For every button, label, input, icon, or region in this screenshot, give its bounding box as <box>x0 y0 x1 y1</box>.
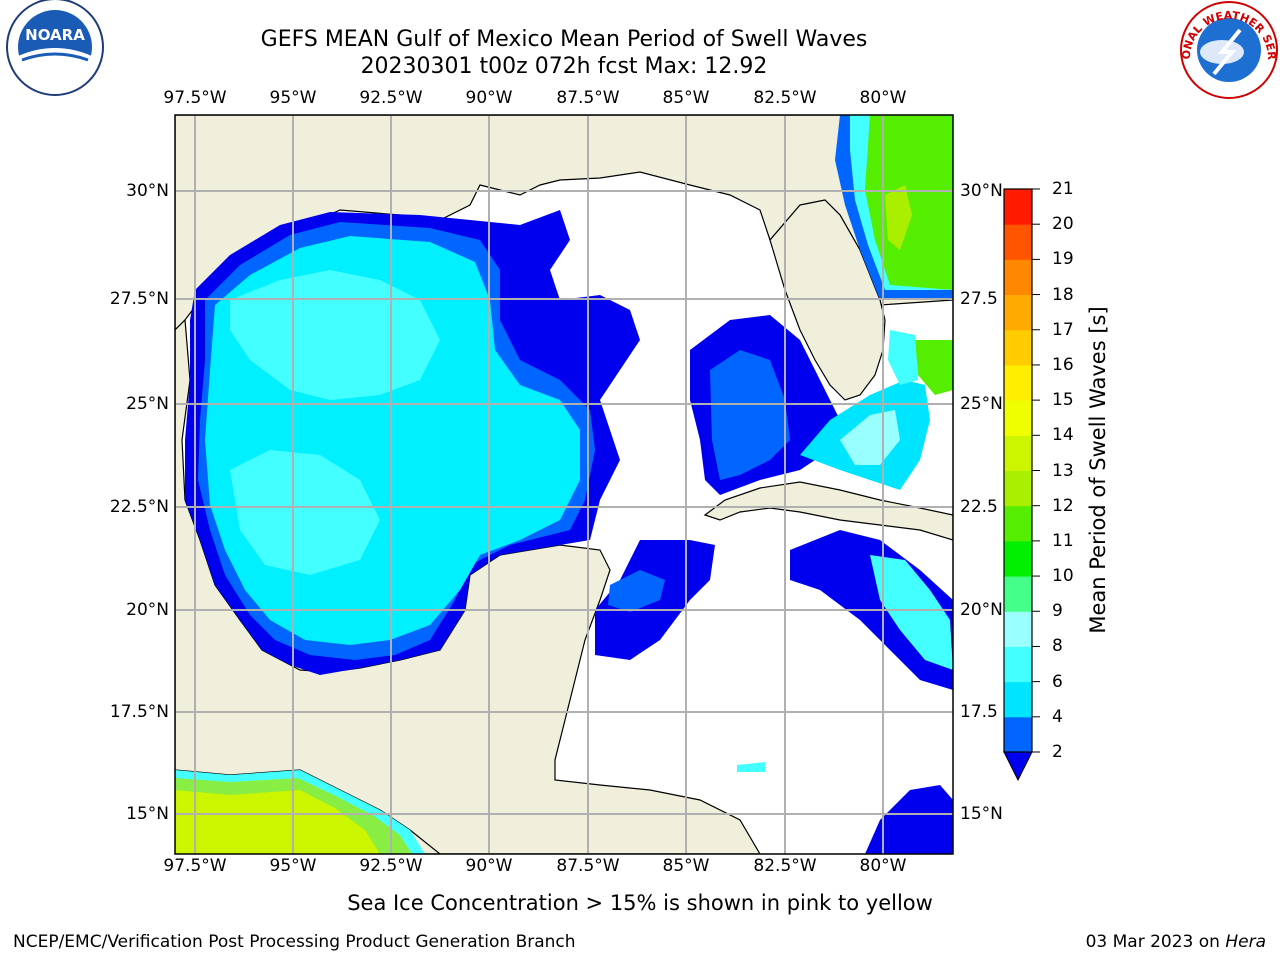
lon-tick-top: 90°W <box>465 88 513 108</box>
lon-tick-top: 82.5°W <box>753 88 817 108</box>
swell-contour-6-8 <box>230 270 440 400</box>
colorbar <box>1003 188 1040 782</box>
lat-tick-right: 15°N <box>960 804 1003 824</box>
lon-tick-top: 80°W <box>859 88 907 108</box>
colorbar-segment <box>1004 681 1032 718</box>
swell-contour-straits-light <box>840 410 900 465</box>
lon-tick-bottom: 90°W <box>465 856 513 876</box>
footer-credit: NCEP/EMC/Verification Post Processing Pr… <box>13 932 576 952</box>
lat-tick-right: 27.5 <box>960 289 998 309</box>
chart-subtitle: 20230301 t00z 072h fcst Max: 12.92 <box>360 54 768 79</box>
nws-logo-text: NATIONAL WEATHER SERVICE <box>0 0 1278 61</box>
swell-contour-pacific-yellow <box>175 790 380 854</box>
colorbar-tick-label: 19 <box>1052 249 1074 270</box>
swell-contour-caribbean-small <box>737 762 765 772</box>
swell-contour-bahamas-cyan <box>888 330 918 385</box>
colorbar-tick-label: 21 <box>1052 179 1074 199</box>
swell-contour-bahamas <box>915 340 953 395</box>
colorbar-segment <box>1004 189 1032 225</box>
lat-tick-left: 27.5°N <box>109 289 169 309</box>
swell-contour-under-south <box>865 785 953 854</box>
colorbar-segment <box>1004 329 1032 366</box>
colorbar-segment <box>1004 364 1032 401</box>
lon-tick-bottom: 80°W <box>859 856 907 876</box>
lat-tick-left: 30°N <box>126 181 169 201</box>
lat-tick-left: 22.5°N <box>109 497 169 517</box>
nws-logo: NATIONAL WEATHER SERVICE <box>0 0 1278 99</box>
colorbar-tick-label: 16 <box>1052 354 1074 375</box>
colorbar-segment <box>1004 716 1032 753</box>
lon-tick-bottom: 97.5°W <box>163 856 227 876</box>
lon-tick-bottom: 82.5°W <box>753 856 817 876</box>
lon-tick-top: 87.5°W <box>556 88 620 108</box>
colorbar-tick-label: 2 <box>1052 742 1063 762</box>
lon-tick-bottom: 92.5°W <box>359 856 423 876</box>
colorbar-segment <box>1004 294 1032 331</box>
swell-contour-caribbean-cyan <box>870 555 953 670</box>
colorbar-segment <box>1004 505 1032 542</box>
map-frame <box>174 114 954 855</box>
noaa-logo-text: NOARA <box>25 26 85 44</box>
swell-contour-2-4-yucatan <box>608 570 665 612</box>
colorbar-tick-label: 12 <box>1052 495 1074 516</box>
footer-host: Hera <box>1225 932 1266 952</box>
colorbar-tick-label: 11 <box>1052 530 1074 551</box>
lon-tick-top: 92.5°W <box>359 88 423 108</box>
map-area <box>175 115 953 854</box>
chart-title: GEFS MEAN Gulf of Mexico Mean Period of … <box>260 27 868 52</box>
colorbar-label: Mean Period of Swell Waves [s] <box>1086 306 1110 634</box>
colorbar-segment <box>1004 435 1032 471</box>
colorbar-segment <box>1004 611 1032 647</box>
colorbar-segment <box>1004 259 1032 296</box>
lon-tick-top: 97.5°W <box>163 88 227 108</box>
colorbar-tick-label: 14 <box>1052 425 1074 446</box>
lat-tick-right: 30°N <box>960 181 1003 201</box>
colorbar-tick-label: 18 <box>1052 284 1074 305</box>
lat-tick-left: 15°N <box>126 804 169 824</box>
lat-tick-left: 25°N <box>126 394 169 414</box>
swell-contour-2-4-east <box>710 350 790 480</box>
colorbar-tick-label: 13 <box>1052 460 1074 481</box>
lon-tick-top: 95°W <box>269 88 317 108</box>
lat-tick-right: 25°N <box>960 394 1003 414</box>
colorbar-tick-label: 20 <box>1052 214 1074 235</box>
lat-tick-right: 22.5 <box>960 497 998 517</box>
lat-tick-left: 20°N <box>126 600 169 620</box>
colorbar-segment <box>1004 470 1032 507</box>
land-cuba <box>703 481 953 541</box>
colorbar-tick-label: 15 <box>1052 390 1074 411</box>
noaa-logo: NOARA <box>6 0 104 96</box>
colorbar-segment <box>1004 576 1032 612</box>
lon-tick-bottom: 85°W <box>662 856 710 876</box>
lat-tick-left: 17.5°N <box>109 702 169 722</box>
colorbar-segment <box>1004 646 1032 683</box>
lon-tick-top: 85°W <box>662 88 710 108</box>
lon-tick-bottom: 95°W <box>269 856 317 876</box>
colorbar-under-arrow <box>1003 751 1033 782</box>
graticule <box>175 115 953 854</box>
footer-date: 03 Mar 2023 on Hera <box>1086 932 1266 952</box>
colorbar-tick-label: 8 <box>1052 636 1063 657</box>
colorbar-segment <box>1004 400 1032 436</box>
lon-tick-bottom: 87.5°W <box>556 856 620 876</box>
colorbar-tick-label: 6 <box>1052 671 1063 692</box>
colorbar-tick-label: 9 <box>1052 601 1063 622</box>
lat-tick-right: 20°N <box>960 600 1003 620</box>
colorbar-tick-label: 17 <box>1052 319 1074 340</box>
colorbar-segment <box>1004 224 1032 260</box>
swell-contour-atlantic-yellowgreen <box>885 185 912 250</box>
colorbar-tick-label: 10 <box>1052 566 1074 587</box>
sea-ice-note: Sea Ice Concentration > 15% is shown in … <box>347 891 933 915</box>
lat-tick-right: 17.5 <box>960 702 998 722</box>
colorbar-segment <box>1004 540 1032 577</box>
colorbar-tick-label: 4 <box>1052 706 1063 727</box>
swell-contour-6-8-south <box>230 450 380 575</box>
footer-date-text: 03 Mar 2023 on <box>1085 932 1226 952</box>
